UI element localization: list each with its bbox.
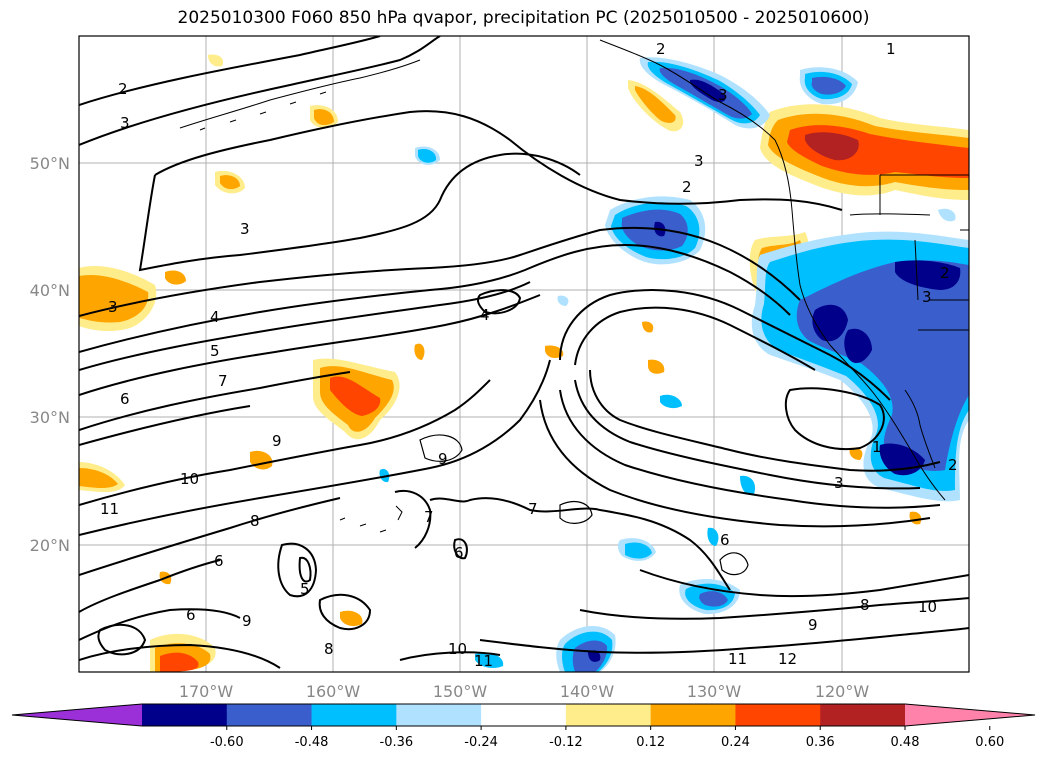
- lon-label: 170°W: [179, 682, 234, 701]
- contour-label: 7: [424, 508, 434, 526]
- colorbar-segment: [396, 704, 482, 726]
- colorbar-segment: [142, 704, 228, 726]
- contour-label: 7: [218, 372, 228, 390]
- lon-label: 140°W: [560, 682, 615, 701]
- lon-label: 120°W: [815, 682, 870, 701]
- contour-label: 4: [480, 306, 490, 324]
- contour-labels: 1 2 3 2 3 2 3 2 3 3 4 3 4 5 7 6 9 9 10 1…: [100, 40, 958, 670]
- colorbar-label: 0.36: [806, 735, 835, 750]
- colorbar-segment: [226, 704, 313, 726]
- contour-label: 11: [100, 500, 119, 518]
- contour-label: 1: [872, 438, 882, 456]
- contour-label: 10: [180, 470, 199, 488]
- contour-label: 9: [242, 612, 252, 630]
- contour-label: 2: [682, 178, 692, 196]
- contour-label: 11: [728, 650, 747, 668]
- qvapor-contours: [79, 36, 969, 669]
- contour-label: 8: [860, 596, 870, 614]
- colorbar-label: -0.12: [549, 735, 583, 750]
- colorbar-extend-high: [905, 704, 1035, 726]
- colorbar: -0.60 -0.48 -0.36 -0.24 -0.12 0.12 0.24 0.36 0.4…: [11, 703, 1036, 750]
- colorbar-extend-low: [12, 704, 142, 726]
- contour-label: 3: [922, 288, 932, 306]
- colorbar-label: -0.48: [295, 735, 329, 750]
- contour-label: 3: [240, 220, 250, 238]
- colorbar-outline: [11, 703, 1036, 727]
- contour-label: 2: [940, 264, 950, 282]
- coastlines: [179, 39, 969, 533]
- contour-label: 11: [474, 652, 493, 670]
- contour-label: 6: [720, 531, 730, 549]
- map-content: 1 2 3 2 3 2 3 2 3 3 4 3 4 5 7 6 9 9 10 1…: [79, 36, 969, 672]
- contour-label: 8: [250, 512, 260, 530]
- colorbar-label: 0.24: [721, 735, 750, 750]
- colorbar-segment: [565, 704, 652, 726]
- colorbar-segment: [311, 704, 397, 726]
- colorbar-label: 0.48: [891, 735, 920, 750]
- contour-label: 3: [108, 298, 118, 316]
- contour-label: 5: [210, 342, 220, 360]
- contour-label: 3: [718, 86, 728, 104]
- contour-label: 4: [210, 308, 220, 326]
- colorbar-segment: [735, 704, 821, 726]
- contour-label: 6: [120, 390, 130, 408]
- map-title: 2025010300 F060 850 hPa qvapor, precipit…: [177, 8, 870, 28]
- contour-label: 2: [948, 456, 958, 474]
- contour-label: 6: [454, 544, 464, 562]
- contour-label: 2: [118, 80, 128, 98]
- colorbar-label: 0.60: [975, 735, 1004, 750]
- contour-label: 9: [272, 432, 282, 450]
- colorbar-label: -0.24: [464, 735, 498, 750]
- lat-label: 40°N: [30, 281, 70, 300]
- latitude-labels: 50°N 40°N 30°N 20°N: [30, 154, 70, 555]
- contour-label: 7: [528, 500, 538, 518]
- contour-label: 3: [120, 114, 130, 132]
- contour-label: 10: [918, 598, 937, 616]
- contour-label: 1: [886, 40, 896, 58]
- contour-label: 3: [834, 474, 844, 492]
- contour-label: 8: [324, 640, 334, 658]
- contour-label: 2: [656, 40, 666, 58]
- lat-label: 30°N: [30, 408, 70, 427]
- contour-label: 3: [694, 152, 704, 170]
- lat-label: 50°N: [30, 154, 70, 173]
- contour-label: 10: [448, 640, 467, 658]
- contour-label: 5: [300, 580, 310, 598]
- lon-label: 160°W: [306, 682, 361, 701]
- lon-label: 150°W: [433, 682, 488, 701]
- contour-label: 9: [438, 450, 448, 468]
- colorbar-segment: [650, 704, 736, 726]
- contour-label: 6: [186, 606, 196, 624]
- contour-label: 12: [778, 650, 797, 668]
- colorbar-segment: [481, 704, 567, 726]
- colorbar-label: 0.12: [636, 735, 665, 750]
- precip-negative-areas: [379, 57, 969, 672]
- longitude-labels: 170°W 160°W 150°W 140°W 130°W 120°W: [179, 682, 870, 701]
- lat-label: 20°N: [30, 536, 70, 555]
- colorbar-label: -0.36: [380, 735, 414, 750]
- thin-contours: [419, 434, 749, 576]
- contour-label: 9: [808, 616, 818, 634]
- map-frame: [78, 35, 970, 673]
- colorbar-segment: [820, 704, 906, 726]
- colorbar-label: -0.60: [210, 735, 244, 750]
- lon-label: 130°W: [687, 682, 742, 701]
- contour-label: 6: [214, 552, 224, 570]
